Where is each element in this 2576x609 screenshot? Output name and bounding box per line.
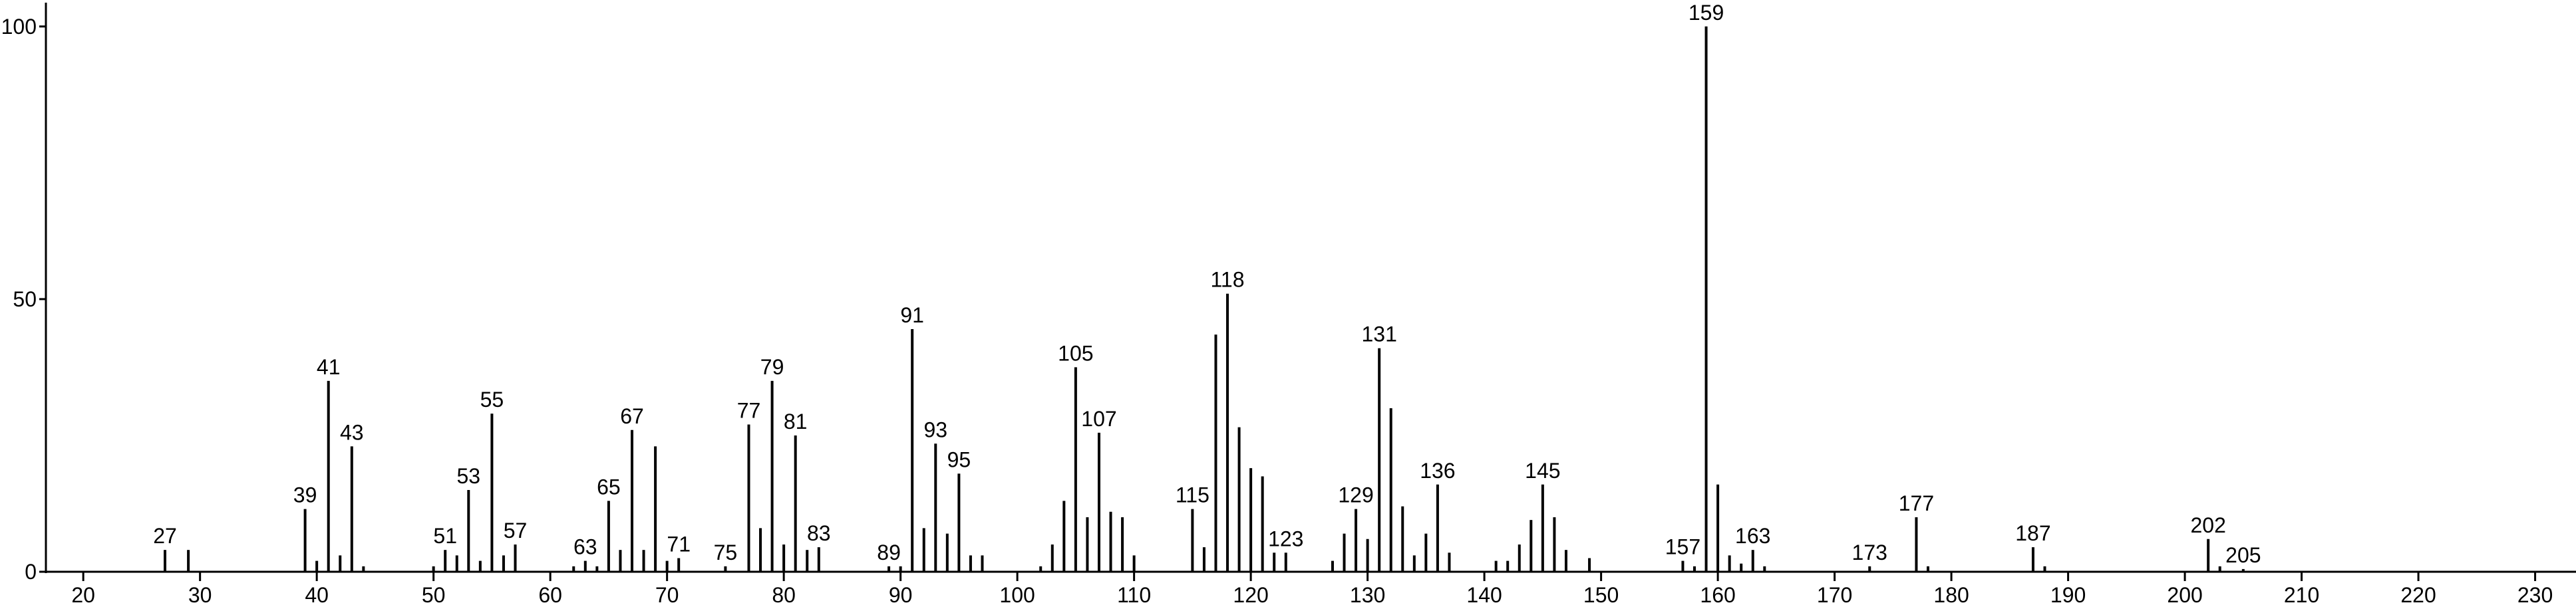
x-tick-label: 160 xyxy=(1700,583,1735,607)
peak-label: 95 xyxy=(947,447,971,471)
y-tick-label: 50 xyxy=(13,287,37,311)
x-tick-label: 200 xyxy=(2167,583,2202,607)
peak-label: 177 xyxy=(1899,491,1934,515)
peak-label: 118 xyxy=(1211,268,1245,292)
x-tick-label: 70 xyxy=(655,583,679,607)
peak-label: 91 xyxy=(900,303,924,327)
peak-label: 159 xyxy=(1689,1,1724,25)
y-tick-label: 100 xyxy=(1,15,37,39)
peak-label: 39 xyxy=(293,483,317,507)
peak-label: 187 xyxy=(2015,521,2050,545)
peak-label: 79 xyxy=(760,355,784,379)
x-tick-label: 20 xyxy=(71,583,95,607)
x-tick-label: 90 xyxy=(889,583,913,607)
peak-label: 75 xyxy=(714,541,738,564)
x-tick-label: 60 xyxy=(538,583,562,607)
peak-label: 115 xyxy=(1176,483,1209,507)
peak-label: 157 xyxy=(1665,535,1700,559)
x-tick-label: 180 xyxy=(1933,583,1969,607)
peak-label: 63 xyxy=(573,535,597,559)
x-tick-label: 30 xyxy=(188,583,212,607)
x-tick-label: 210 xyxy=(2284,583,2319,607)
x-tick-label: 50 xyxy=(422,583,446,607)
peak-label: 163 xyxy=(1735,524,1770,548)
peak-label: 145 xyxy=(1525,459,1560,483)
peak-label: 173 xyxy=(1852,541,1887,564)
peak-label: 53 xyxy=(456,464,480,488)
x-tick-label: 120 xyxy=(1233,583,1268,607)
peak-label: 81 xyxy=(784,410,808,433)
peak-label: 67 xyxy=(620,404,644,428)
peak-label: 89 xyxy=(877,541,901,564)
x-tick-label: 40 xyxy=(305,583,329,607)
peak-label: 205 xyxy=(2225,543,2261,567)
peak-label: 136 xyxy=(1420,459,1455,483)
peak-label: 65 xyxy=(597,475,621,499)
peak-label: 57 xyxy=(504,519,528,543)
x-tick-label: 170 xyxy=(1817,583,1852,607)
peak-label: 93 xyxy=(923,418,947,441)
peak-label: 51 xyxy=(433,524,457,548)
x-tick-label: 230 xyxy=(2517,583,2553,607)
peak-label: 27 xyxy=(153,524,177,548)
x-tick-label: 150 xyxy=(1583,583,1619,607)
x-tick-label: 220 xyxy=(2400,583,2436,607)
peak-label: 105 xyxy=(1058,341,1093,365)
peak-label: 77 xyxy=(737,399,761,423)
x-tick-label: 140 xyxy=(1466,583,1502,607)
x-tick-label: 130 xyxy=(1350,583,1385,607)
peak-label: 202 xyxy=(2190,513,2225,537)
x-tick-label: 110 xyxy=(1117,583,1151,607)
peak-label: 129 xyxy=(1338,483,1373,507)
x-tick-label: 190 xyxy=(2050,583,2086,607)
peak-label: 131 xyxy=(1361,322,1396,346)
x-tick-label: 100 xyxy=(999,583,1035,607)
peak-label: 55 xyxy=(480,388,504,412)
peak-label: 83 xyxy=(807,521,831,545)
peak-label: 107 xyxy=(1081,407,1116,431)
peak-label: 43 xyxy=(340,420,364,444)
x-tick-label: 80 xyxy=(772,583,796,607)
peak-label: 41 xyxy=(317,355,341,379)
peak-label: 123 xyxy=(1268,527,1303,550)
y-tick-label: 0 xyxy=(25,560,37,584)
peak-label: 71 xyxy=(667,532,691,556)
